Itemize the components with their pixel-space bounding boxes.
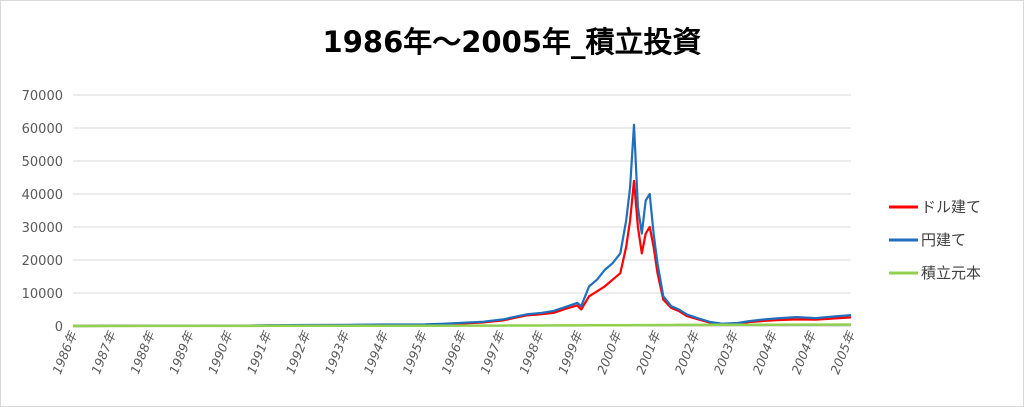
legend-label: 積立元本 (921, 264, 981, 282)
x-tick-label: 1999年 (555, 328, 586, 376)
x-tick-label: 1997年 (477, 328, 508, 376)
y-tick-label: 70000 (22, 89, 63, 104)
x-tick-label: 2004年 (749, 328, 780, 376)
x-tick-label: 1994年 (360, 328, 391, 376)
x-tick-label: 2000年 (594, 328, 625, 376)
y-tick-label: 60000 (22, 122, 63, 137)
x-tick-label: 1998年 (516, 328, 547, 376)
y-tick-label: 50000 (22, 155, 63, 170)
x-tick-label: 1990年 (205, 328, 236, 376)
x-tick-label: 2005年 (827, 328, 858, 376)
x-tick-label: 2001年 (633, 328, 664, 376)
legend-label: 円建て (921, 231, 966, 249)
series-line-2 (73, 323, 852, 328)
x-tick-label: 1993年 (322, 328, 353, 376)
x-tick-label: 1991年 (244, 328, 275, 376)
x-tick-label: 1996年 (438, 328, 469, 376)
series-line-1 (72, 123, 852, 328)
x-tick-label: 1995年 (399, 328, 430, 376)
x-tick-label: 2002年 (672, 328, 703, 376)
legend-label: ドル建て (921, 198, 981, 216)
x-tick-label: 2003年 (711, 328, 742, 376)
y-tick-label: 0 (55, 320, 63, 335)
x-tick-label: 1987年 (88, 328, 119, 376)
x-tick-label: 1989年 (166, 328, 197, 376)
series-line-0 (72, 179, 852, 328)
chart-title: 1986年～2005年_積立投資 (322, 25, 702, 59)
x-tick-label: 2004年 (788, 328, 819, 376)
y-tick-label: 20000 (22, 254, 63, 269)
x-tick-label: 1986年 (49, 328, 80, 376)
x-tick-label: 1988年 (127, 328, 158, 376)
y-tick-label: 30000 (22, 221, 63, 236)
y-tick-label: 10000 (22, 287, 63, 302)
x-tick-label: 1992年 (283, 328, 314, 376)
y-tick-label: 40000 (22, 188, 63, 203)
